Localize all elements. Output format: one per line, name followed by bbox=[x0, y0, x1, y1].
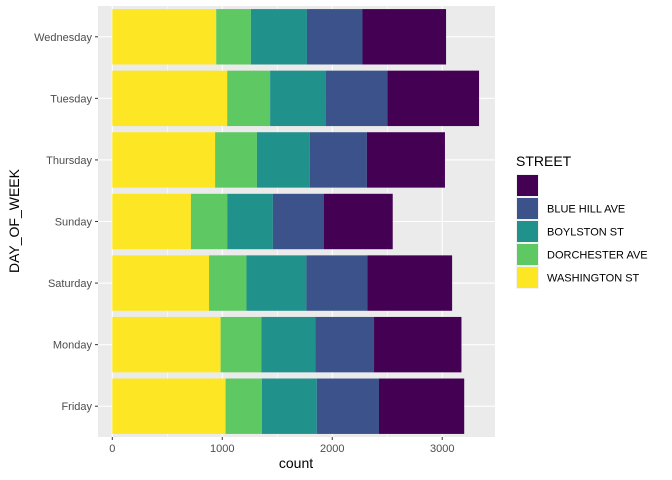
bar-segment bbox=[362, 9, 447, 65]
x-tick-label: 3000 bbox=[430, 443, 454, 455]
y-axis: Friday Monday Saturday Sunday Thursday Tuesda… bbox=[34, 32, 98, 413]
bar-segment bbox=[112, 316, 221, 373]
bar-segment bbox=[315, 316, 375, 373]
y-tick-label: Friday bbox=[61, 401, 92, 413]
bar-segment bbox=[112, 255, 210, 311]
legend-label: WASHINGTON ST bbox=[547, 273, 640, 285]
bar-segment bbox=[316, 378, 379, 434]
bar-segment bbox=[256, 132, 310, 188]
bar-segment bbox=[209, 255, 247, 311]
bar-segment bbox=[246, 255, 307, 311]
bar-segment bbox=[261, 378, 317, 434]
bar-segment bbox=[112, 193, 191, 250]
legend-swatch bbox=[517, 221, 538, 242]
bar-segment bbox=[325, 70, 388, 127]
bar-segment bbox=[112, 132, 216, 188]
legend-swatch bbox=[517, 267, 538, 288]
bar-segment bbox=[227, 193, 273, 250]
legend-swatch bbox=[517, 198, 538, 219]
bar-segment bbox=[306, 255, 368, 311]
bar-segment bbox=[387, 70, 480, 127]
y-tick-label: Saturday bbox=[48, 278, 93, 290]
legend-title: STREET bbox=[516, 153, 572, 169]
y-tick-label: Sunday bbox=[55, 217, 93, 229]
legend: STREET BLUE HILL AVE BOYLSTON ST DORCHESTE… bbox=[516, 153, 648, 289]
legend-label: DORCHESTER AVE bbox=[547, 250, 648, 262]
legend-label: BLUE HILL AVE bbox=[547, 204, 625, 216]
bar-segment bbox=[216, 9, 251, 65]
bar-segment bbox=[323, 193, 393, 250]
y-axis-title: DAY_OF_WEEK bbox=[6, 168, 22, 273]
y-tick-label: Monday bbox=[53, 340, 93, 352]
bar-segment bbox=[366, 132, 445, 188]
legend-swatch bbox=[517, 175, 538, 196]
bars bbox=[112, 9, 480, 434]
bar-segment bbox=[374, 316, 462, 373]
x-axis-title: count bbox=[279, 455, 313, 471]
x-axis: 0 1000 2000 3000 bbox=[109, 437, 454, 455]
bar-segment bbox=[309, 132, 367, 188]
legend-swatch bbox=[517, 244, 538, 265]
bar-segment bbox=[112, 70, 228, 127]
bar-segment bbox=[227, 70, 271, 127]
bar-segment bbox=[112, 9, 217, 65]
y-tick-label: Tuesday bbox=[50, 93, 92, 105]
x-tick-label: 0 bbox=[109, 443, 115, 455]
bar-segment bbox=[215, 132, 257, 188]
bar-segment bbox=[112, 378, 226, 434]
bar-segment bbox=[190, 193, 228, 250]
bar-segment bbox=[272, 193, 324, 250]
bar-segment bbox=[306, 9, 363, 65]
legend-label: BOYLSTON ST bbox=[547, 227, 624, 239]
bar-segment bbox=[250, 9, 307, 65]
bar-segment bbox=[367, 255, 453, 311]
bar-segment bbox=[378, 378, 465, 434]
y-tick-label: Wednesday bbox=[34, 32, 92, 44]
bar-segment bbox=[225, 378, 262, 434]
x-tick-label: 1000 bbox=[210, 443, 234, 455]
x-tick-label: 2000 bbox=[320, 443, 344, 455]
bar-segment bbox=[220, 316, 262, 373]
y-tick-label: Thursday bbox=[46, 155, 92, 167]
bar-segment bbox=[270, 70, 326, 127]
bar-segment bbox=[261, 316, 316, 373]
